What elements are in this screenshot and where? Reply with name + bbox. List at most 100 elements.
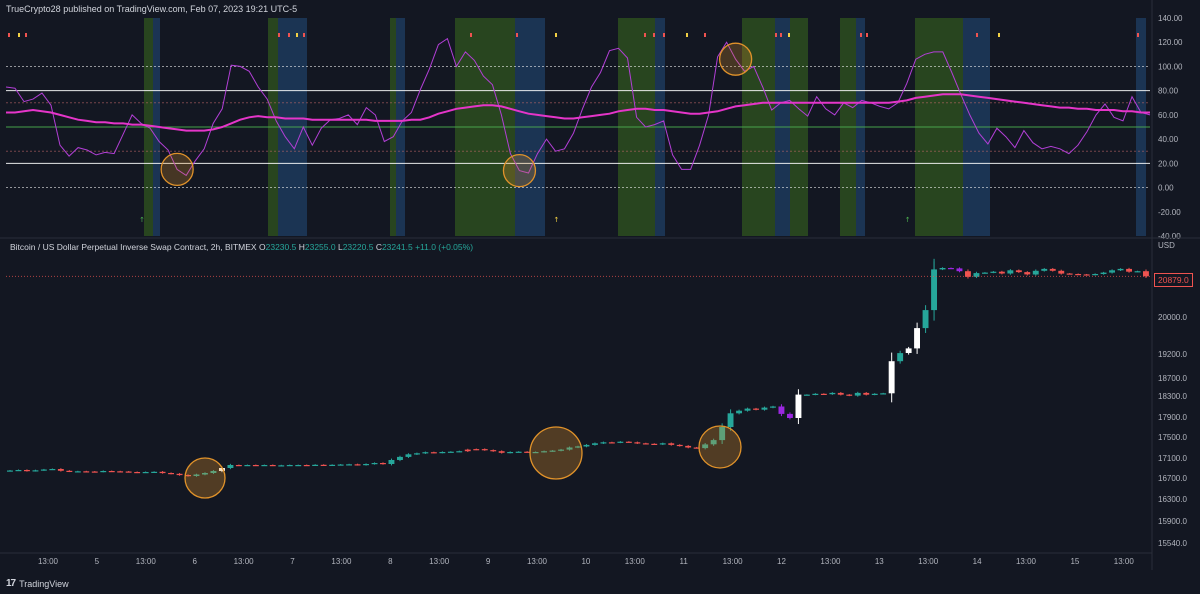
candle-body	[515, 451, 522, 453]
time-x-tick: 13:00	[527, 557, 548, 566]
candle-body	[193, 474, 200, 476]
candle-body	[498, 451, 505, 453]
candle-body	[659, 443, 666, 445]
candle-body	[151, 471, 158, 473]
candle-body	[439, 452, 446, 454]
time-x-tick: 14	[973, 557, 982, 566]
osc-y-tick: -20.00	[1158, 208, 1181, 217]
candle-body	[388, 460, 395, 464]
price-y-tick: 20000.0	[1158, 313, 1187, 322]
candle-body	[312, 464, 319, 466]
candle-body	[583, 444, 590, 447]
time-x-tick: 12	[777, 557, 786, 566]
signal-marker	[976, 33, 978, 37]
candle-body	[914, 328, 920, 349]
candle-body	[710, 440, 717, 445]
signal-marker	[653, 33, 655, 37]
time-x-tick: 6	[192, 557, 197, 566]
signal-marker	[278, 33, 280, 37]
candle-body	[990, 271, 997, 273]
candle-body	[1032, 270, 1039, 275]
candle-body	[803, 394, 810, 396]
highlight-circle	[529, 426, 583, 480]
candle-body	[24, 470, 30, 472]
candle-body	[787, 413, 793, 418]
change-value: +11.0 (+0.05%)	[415, 242, 474, 252]
candle-body	[922, 310, 929, 329]
candle-body	[252, 465, 259, 467]
tradingview-logo-icon: 17	[6, 578, 16, 589]
candle-body	[185, 475, 191, 477]
candle-body	[380, 463, 386, 465]
price-y-tick: 17100.0	[1158, 454, 1187, 463]
candle-body	[227, 465, 234, 468]
candle-body	[295, 465, 302, 467]
candle-body	[1126, 268, 1132, 272]
candle-body	[176, 473, 183, 476]
candle-body	[159, 471, 166, 474]
candle-body	[965, 271, 971, 277]
candle-body	[600, 442, 607, 444]
candle-body	[414, 453, 420, 455]
time-x-tick: 13:00	[1016, 557, 1037, 566]
candle-body	[998, 271, 1005, 274]
osc-y-tick: 0.00	[1158, 184, 1174, 193]
candle-body	[32, 470, 39, 472]
candle-body	[795, 394, 802, 418]
candle-body	[507, 452, 514, 454]
close-value: 23241.5	[381, 242, 413, 252]
candle-body	[363, 464, 369, 466]
signal-marker	[686, 33, 688, 37]
candle-body	[303, 465, 310, 467]
time-x-tick: 8	[388, 557, 393, 566]
time-x-tick: 15	[1070, 557, 1079, 566]
osc-y-tick: 100.00	[1158, 62, 1183, 71]
price-y-tick: 17500.0	[1158, 433, 1187, 442]
time-x-tick: 13:00	[918, 557, 939, 566]
candle-body	[125, 471, 132, 473]
signal-marker	[644, 33, 646, 37]
candle-body	[820, 393, 827, 395]
time-x-tick: 13:00	[38, 557, 59, 566]
candle-body	[100, 471, 107, 473]
candle-body	[1083, 274, 1090, 276]
price-y-tick: 19200.0	[1158, 350, 1187, 359]
candle-body	[719, 427, 726, 441]
candle-body	[863, 392, 870, 395]
candle-body	[15, 470, 22, 472]
signal-marker	[788, 33, 790, 37]
candle-body	[770, 406, 776, 408]
osc-y-tick: 40.00	[1158, 135, 1179, 144]
candle-body	[244, 465, 251, 467]
time-x-tick: 9	[486, 557, 491, 566]
price-y-tick: 15900.0	[1158, 517, 1187, 526]
candle-body	[320, 464, 327, 466]
candle-body	[286, 465, 293, 467]
signal-marker	[303, 33, 305, 37]
candle-body	[346, 464, 352, 466]
candle-body	[464, 449, 471, 452]
time-x-tick: 13:00	[625, 557, 646, 566]
osc-y-tick: 120.00	[1158, 38, 1183, 47]
candle-body	[837, 392, 844, 395]
price-y-tick: 15540.0	[1158, 539, 1187, 548]
candle-body	[549, 450, 556, 452]
price-y-tick: 16700.0	[1158, 474, 1187, 483]
candle-body	[702, 444, 709, 449]
time-x-tick: 7	[290, 557, 295, 566]
candle-body	[888, 361, 895, 394]
low-value: 23220.5	[342, 242, 374, 252]
osc-y-tick: -40.00	[1158, 232, 1181, 240]
highlight-circle	[184, 457, 226, 499]
candle-body	[83, 471, 90, 473]
candle-body	[973, 273, 980, 277]
candle-body	[1100, 272, 1107, 274]
candle-body	[117, 471, 124, 473]
price-y-tick: 17900.0	[1158, 413, 1187, 422]
candle-body	[753, 408, 759, 410]
close-label: C	[375, 242, 382, 252]
candle-body	[473, 449, 480, 451]
open-label: O	[258, 242, 266, 252]
footer[interactable]: 17 TradingView	[6, 578, 69, 589]
